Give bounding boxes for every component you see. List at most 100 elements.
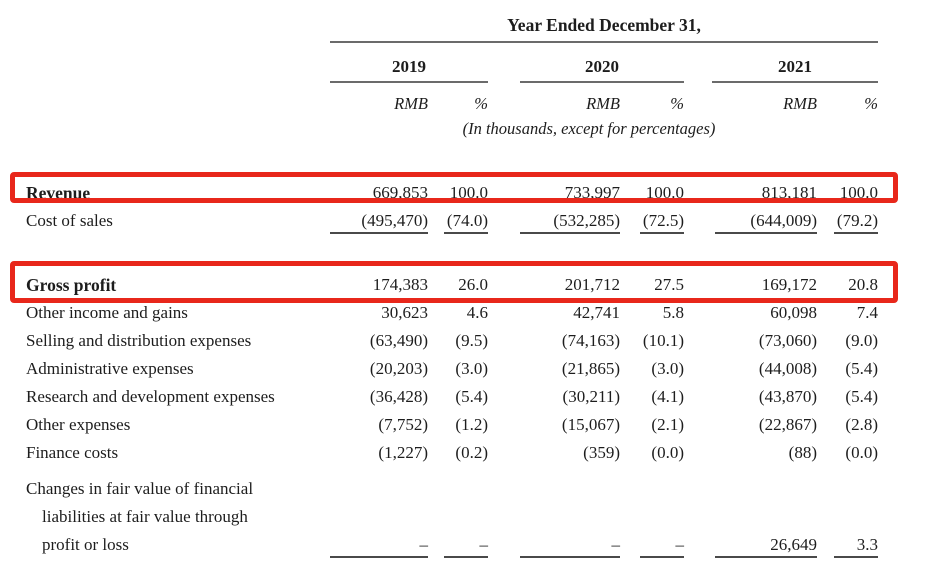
year-header-gap xyxy=(684,56,712,83)
value-cell: 100.0 xyxy=(645,183,684,202)
row-label: Other income and gains xyxy=(26,303,188,322)
value-cell: – xyxy=(330,531,428,559)
value-cell: (0.2) xyxy=(455,443,488,462)
table-title: Year Ended December 31, xyxy=(330,14,878,43)
value-cell: (73,060) xyxy=(758,331,817,350)
value-cell: 60,098 xyxy=(770,303,817,322)
value-cell: (3.0) xyxy=(455,359,488,378)
value-cell: (15,067) xyxy=(561,415,620,434)
table-row-other-income: Other income and gains 30,623 4.6 42,741… xyxy=(0,299,951,327)
value-cell: (0.0) xyxy=(651,443,684,462)
value-cell: (21,865) xyxy=(561,359,620,378)
value-cell: (79.2) xyxy=(834,207,878,235)
units-note: (In thousands, except for percentages) xyxy=(462,119,716,138)
value-cell: (63,490) xyxy=(369,331,428,350)
value-cell: (74,163) xyxy=(561,331,620,350)
value-cell: (5.4) xyxy=(845,359,878,378)
value-cell: (5.4) xyxy=(845,387,878,406)
row-label: profit or loss xyxy=(42,535,129,554)
value-cell: 100.0 xyxy=(449,183,488,202)
table-row-finance-costs: Finance costs (1,227) (0.2) (359) (0.0) … xyxy=(0,439,951,467)
row-label: liabilities at fair value through xyxy=(42,507,248,526)
row-label: Research and development expenses xyxy=(26,387,275,406)
value-cell: (644,009) xyxy=(715,207,817,235)
unit-pct-2019: % xyxy=(474,94,488,113)
table-row-fair-value-line2: liabilities at fair value through xyxy=(0,503,951,531)
table-body: Revenue 669,853 100.0 733,997 100.0 813,… xyxy=(0,179,951,559)
value-cell: 7.4 xyxy=(856,303,878,322)
value-cell: 30,623 xyxy=(381,303,428,322)
row-label: Revenue xyxy=(26,183,91,203)
value-cell: (0.0) xyxy=(845,443,878,462)
value-cell: 26.0 xyxy=(458,275,488,294)
value-cell: (88) xyxy=(788,443,817,462)
row-label: Cost of sales xyxy=(26,211,113,230)
value-cell: (36,428) xyxy=(369,387,428,406)
value-cell: 5.8 xyxy=(662,303,684,322)
value-cell: (10.1) xyxy=(642,331,684,350)
unit-rmb-2019: RMB xyxy=(394,94,428,113)
value-cell: (44,008) xyxy=(758,359,817,378)
value-cell: 174,383 xyxy=(372,275,428,294)
value-cell: 733,997 xyxy=(564,183,620,202)
value-cell: 3.3 xyxy=(834,531,878,559)
table-row-revenue: Revenue 669,853 100.0 733,997 100.0 813,… xyxy=(0,179,951,207)
row-label: Selling and distribution expenses xyxy=(26,331,252,350)
value-cell: (495,470) xyxy=(330,207,428,235)
value-cell: (30,211) xyxy=(562,387,620,406)
table-row-cost-of-sales: Cost of sales (495,470) (74.0) (532,285)… xyxy=(0,207,951,235)
value-cell: (4.1) xyxy=(651,387,684,406)
unit-rmb-2020: RMB xyxy=(586,94,620,113)
value-cell: (5.4) xyxy=(455,387,488,406)
value-cell: 813,181 xyxy=(761,183,817,202)
row-label: Finance costs xyxy=(26,443,119,462)
value-cell: 20.8 xyxy=(848,275,878,294)
table-row-fair-value-line1: Changes in fair value of financial xyxy=(0,475,951,503)
year-header-2019: 2019 xyxy=(330,56,488,83)
unit-header-row: RMB % RMB % RMB % xyxy=(0,94,951,114)
value-cell: (532,285) xyxy=(520,207,620,235)
value-cell: (1.2) xyxy=(455,415,488,434)
value-cell: (2.8) xyxy=(845,415,878,434)
year-header-2020: 2020 xyxy=(520,56,684,83)
value-cell: 169,172 xyxy=(761,275,817,294)
value-cell: 669,853 xyxy=(372,183,428,202)
row-label: Administrative expenses xyxy=(26,359,194,378)
unit-pct-2020: % xyxy=(670,94,684,113)
value-cell: (22,867) xyxy=(758,415,817,434)
table-row-gross-profit: Gross profit 174,383 26.0 201,712 27.5 1… xyxy=(0,271,951,299)
table-row-other-expenses: Other expenses (7,752) (1.2) (15,067) (2… xyxy=(0,411,951,439)
value-cell: (72.5) xyxy=(640,207,684,235)
table-row-rd-expenses: Research and development expenses (36,42… xyxy=(0,383,951,411)
value-cell: 100.0 xyxy=(839,183,878,202)
section-spacer xyxy=(0,235,951,271)
value-cell: 42,741 xyxy=(573,303,620,322)
table-row-selling-expenses: Selling and distribution expenses (63,49… xyxy=(0,327,951,355)
value-cell: – xyxy=(520,531,620,559)
value-cell: 26,649 xyxy=(715,531,817,559)
value-cell: – xyxy=(640,531,684,559)
unit-rmb-2021: RMB xyxy=(783,94,817,113)
value-cell: (74.0) xyxy=(444,207,488,235)
value-cell: (3.0) xyxy=(651,359,684,378)
row-label: Gross profit xyxy=(26,275,117,295)
year-header-2021: 2021 xyxy=(712,56,878,83)
value-cell: 27.5 xyxy=(654,275,684,294)
value-cell: – xyxy=(444,531,488,559)
unit-pct-2021: % xyxy=(864,94,878,113)
value-cell: 201,712 xyxy=(564,275,620,294)
value-cell: (9.5) xyxy=(455,331,488,350)
row-label: Other expenses xyxy=(26,415,131,434)
value-cell: 4.6 xyxy=(466,303,488,322)
value-cell: (9.0) xyxy=(845,331,878,350)
year-header-gap xyxy=(488,56,520,83)
year-header-row: 2019 2020 2021 xyxy=(330,56,951,83)
value-cell: (1,227) xyxy=(378,443,428,462)
value-cell: (7,752) xyxy=(378,415,428,434)
row-label: Changes in fair value of financial xyxy=(26,479,254,498)
value-cell: (20,203) xyxy=(369,359,428,378)
table-row-fair-value-line3: profit or loss – – – – 26,649 3.3 xyxy=(0,531,951,559)
table-row-administrative-expenses: Administrative expenses (20,203) (3.0) (… xyxy=(0,355,951,383)
value-cell: (2.1) xyxy=(651,415,684,434)
